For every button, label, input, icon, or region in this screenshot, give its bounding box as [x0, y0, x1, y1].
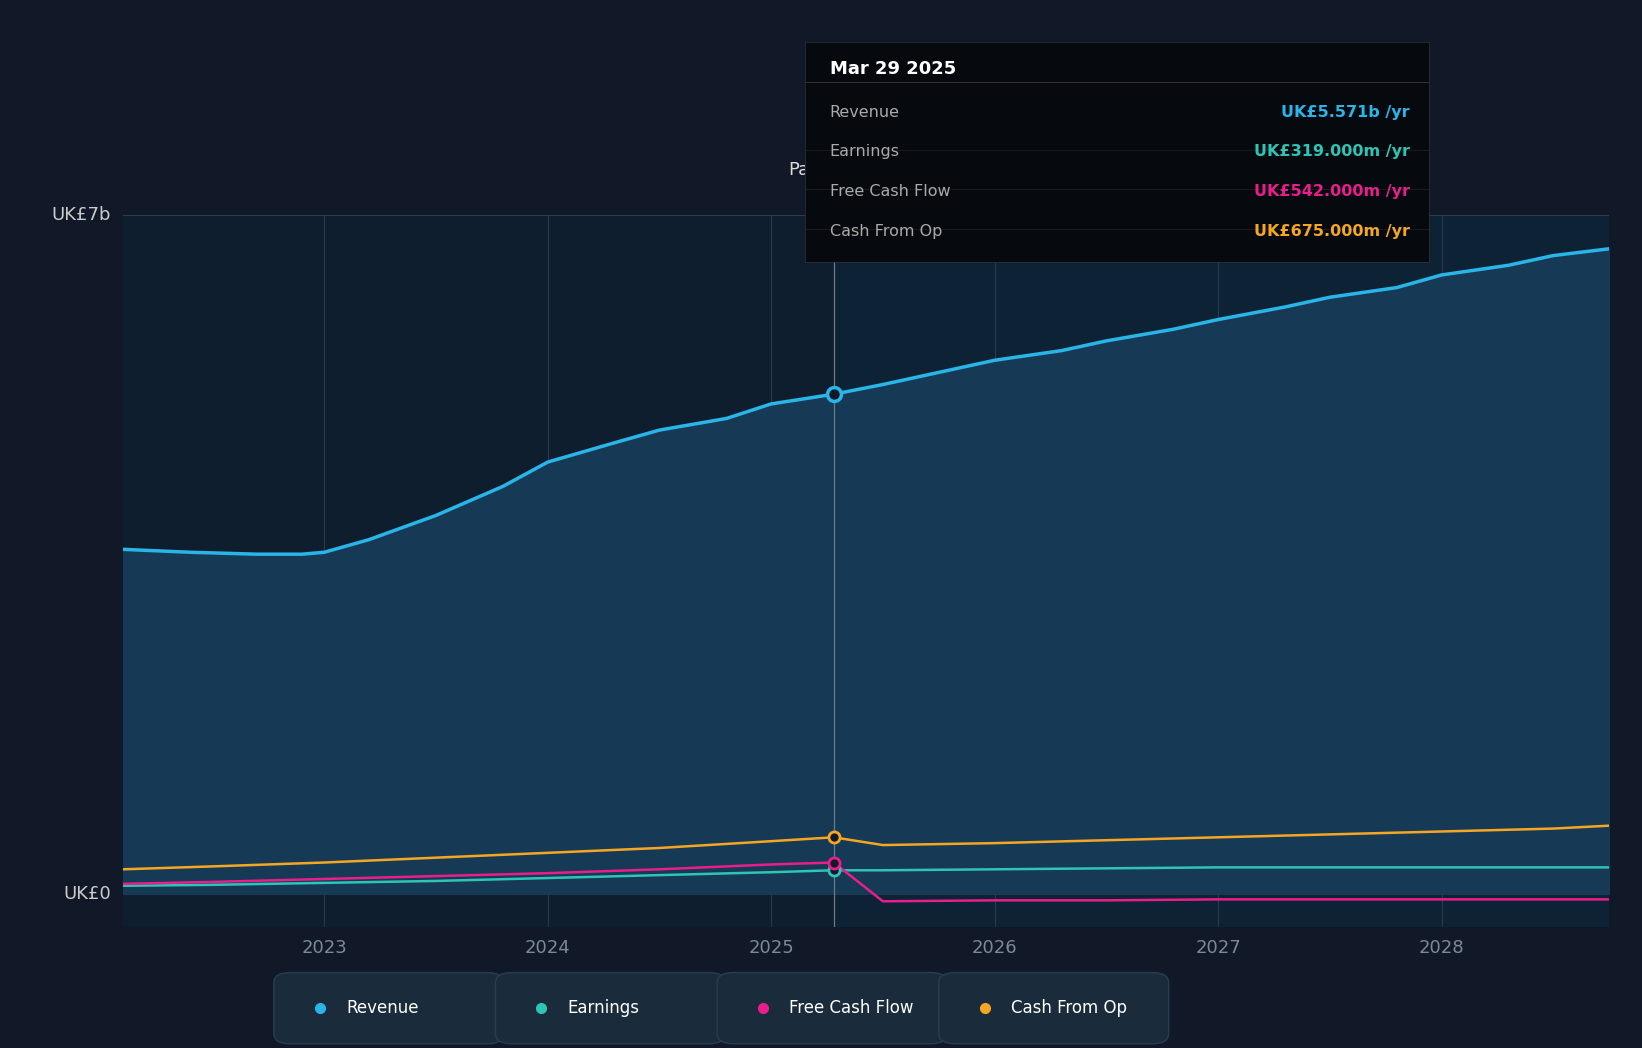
Text: UK£5.571b /yr: UK£5.571b /yr [1281, 105, 1410, 119]
Text: Free Cash Flow: Free Cash Flow [790, 999, 915, 1018]
Text: UK£675.000m /yr: UK£675.000m /yr [1254, 223, 1410, 239]
Bar [834, 215, 1609, 927]
Text: Revenue: Revenue [346, 999, 419, 1018]
Text: Analysts Forecasts: Analysts Forecasts [841, 161, 1008, 179]
FancyBboxPatch shape [496, 973, 726, 1044]
Text: Earnings: Earnings [829, 145, 900, 159]
FancyBboxPatch shape [939, 973, 1169, 1044]
Text: Mar 29 2025: Mar 29 2025 [829, 60, 956, 78]
Text: Revenue: Revenue [829, 105, 900, 119]
FancyBboxPatch shape [718, 973, 947, 1044]
Text: UK£0: UK£0 [64, 885, 112, 902]
FancyBboxPatch shape [274, 973, 504, 1044]
Text: UK£542.000m /yr: UK£542.000m /yr [1254, 184, 1410, 199]
Text: UK£319.000m /yr: UK£319.000m /yr [1254, 145, 1410, 159]
Text: Cash From Op: Cash From Op [829, 223, 943, 239]
Text: Earnings: Earnings [568, 999, 640, 1018]
Text: Free Cash Flow: Free Cash Flow [829, 184, 951, 199]
Text: Cash From Op: Cash From Op [1011, 999, 1126, 1018]
Text: Past: Past [788, 161, 826, 179]
Text: UK£7b: UK£7b [53, 205, 112, 224]
Bar [123, 215, 834, 927]
